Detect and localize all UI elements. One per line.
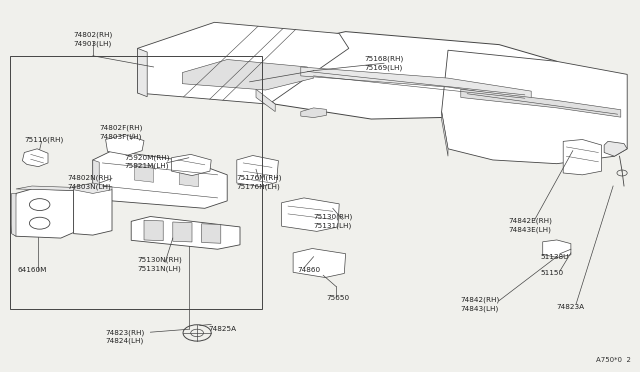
- Polygon shape: [134, 164, 154, 182]
- Polygon shape: [179, 168, 198, 187]
- Polygon shape: [12, 189, 74, 238]
- Polygon shape: [74, 186, 112, 235]
- Polygon shape: [173, 222, 192, 242]
- Polygon shape: [93, 160, 99, 192]
- Polygon shape: [131, 217, 240, 249]
- Polygon shape: [461, 89, 621, 117]
- Text: 74842E(RH)
74843E(LH): 74842E(RH) 74843E(LH): [509, 218, 553, 232]
- Polygon shape: [256, 89, 275, 112]
- Polygon shape: [144, 220, 163, 241]
- Polygon shape: [604, 141, 627, 156]
- Polygon shape: [301, 67, 531, 100]
- Text: 64160M: 64160M: [18, 267, 47, 273]
- Polygon shape: [12, 193, 16, 236]
- Polygon shape: [22, 149, 48, 167]
- Polygon shape: [138, 48, 147, 97]
- Polygon shape: [237, 155, 278, 187]
- Polygon shape: [138, 22, 349, 104]
- Polygon shape: [442, 50, 627, 164]
- Text: 75650: 75650: [326, 295, 349, 301]
- Text: 74825A: 74825A: [208, 326, 236, 332]
- Polygon shape: [202, 224, 221, 243]
- Polygon shape: [442, 112, 448, 156]
- Text: 74823A: 74823A: [557, 304, 585, 310]
- Text: 74802(RH)
74903(LH): 74802(RH) 74903(LH): [74, 32, 113, 46]
- Text: 74860: 74860: [298, 267, 321, 273]
- Polygon shape: [543, 240, 571, 257]
- Text: 74802N(RH)
74803N(LH): 74802N(RH) 74803N(LH): [67, 175, 112, 190]
- Text: 75130(RH)
75131(LH): 75130(RH) 75131(LH): [314, 214, 353, 229]
- Polygon shape: [172, 154, 211, 176]
- Polygon shape: [74, 183, 112, 193]
- Polygon shape: [293, 248, 346, 278]
- Text: 75130N(RH)
75131N(LH): 75130N(RH) 75131N(LH): [138, 257, 182, 272]
- Text: 75116(RH): 75116(RH): [24, 136, 63, 143]
- Polygon shape: [256, 32, 560, 119]
- Text: 75168(RH)
75169(LH): 75168(RH) 75169(LH): [365, 56, 404, 71]
- Text: 51138U: 51138U: [541, 254, 569, 260]
- Polygon shape: [563, 140, 602, 175]
- Text: A750*0  2: A750*0 2: [596, 357, 630, 363]
- Polygon shape: [93, 151, 227, 208]
- Polygon shape: [182, 60, 314, 90]
- Polygon shape: [16, 186, 76, 190]
- Polygon shape: [106, 135, 144, 155]
- Text: 75920M(RH)
75921M(LH): 75920M(RH) 75921M(LH): [125, 154, 170, 169]
- Text: 74842(RH)
74843(LH): 74842(RH) 74843(LH): [461, 297, 500, 312]
- Polygon shape: [301, 108, 326, 118]
- Bar: [10, 56, 262, 309]
- Text: 74823(RH)
74824(LH): 74823(RH) 74824(LH): [106, 329, 145, 344]
- Text: 75176M(RH)
75176N(LH): 75176M(RH) 75176N(LH): [237, 175, 282, 190]
- Polygon shape: [282, 198, 339, 231]
- Text: 51150: 51150: [541, 270, 564, 276]
- Text: 74802F(RH)
74803F(LH): 74802F(RH) 74803F(LH): [99, 125, 143, 140]
